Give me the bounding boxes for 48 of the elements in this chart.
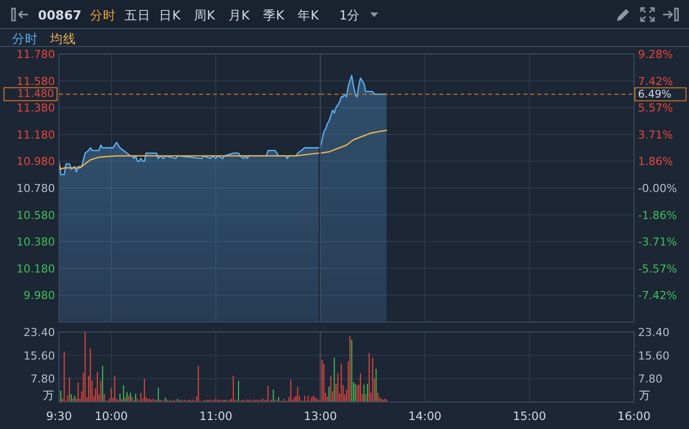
- y2-tick-label: -0.00%: [638, 182, 677, 194]
- y-tick-label: 11.580: [16, 74, 55, 88]
- y-axis-title: 万: [43, 388, 54, 402]
- y2-tick-label: 23.40: [638, 326, 670, 338]
- y2-tick-label: 7.42%: [638, 74, 673, 88]
- y-tick-label: 10.780: [16, 182, 55, 194]
- y2-tick-label: 9.28%: [638, 48, 673, 60]
- y2-tick-label: -7.42%: [638, 288, 677, 302]
- y-tick-label: 11.780: [16, 48, 55, 60]
- text: 五日: [124, 7, 151, 22]
- y-tick-label: 10.580: [16, 208, 55, 222]
- y-tick-label: 10.180: [16, 262, 55, 275]
- y2-tick-label: -1.86%: [638, 208, 677, 222]
- x-tick-label: 14:00: [408, 409, 442, 423]
- x-tick-label: 15:00: [512, 409, 546, 423]
- y2-tick-label: 5.57%: [638, 101, 673, 114]
- x-tick-label: 16:00: [617, 409, 651, 423]
- y-tick-label: 15.60: [24, 348, 55, 362]
- text: 1分: [339, 7, 360, 22]
- y2-tick-label: 15.60: [638, 348, 670, 362]
- x-tick-label: 9:30: [46, 409, 72, 423]
- legend-label: 分时: [12, 30, 38, 46]
- y-tick-label: 9.980: [24, 288, 55, 302]
- y2-tick-label: 7.80: [638, 372, 662, 386]
- y-tick-label: 11.380: [16, 101, 55, 114]
- y2-tick-label: -5.57%: [638, 262, 677, 275]
- text: 年K: [298, 7, 320, 22]
- y2-tick-label: 3.71%: [638, 128, 673, 141]
- y-tick-label: 7.80: [30, 372, 55, 386]
- x-tick-label: 13:00: [304, 409, 337, 423]
- y-tick-label: 10.980: [16, 154, 55, 168]
- text: 月K: [228, 7, 250, 22]
- text: 分时: [90, 7, 116, 22]
- ref-line-label: 6.49%: [638, 88, 672, 100]
- y-tick-label: 10.380: [16, 235, 55, 248]
- y2-tick-label: -3.71%: [638, 235, 677, 248]
- y2-tick-label: 1.86%: [638, 154, 673, 168]
- text: 均线: [49, 30, 76, 46]
- x-tick-label: 10:00: [94, 409, 128, 423]
- text: 季K: [263, 7, 285, 22]
- chart-title: 00867: [38, 7, 82, 22]
- y-tick-label: 11.180: [16, 128, 55, 141]
- y2-axis-title: 万: [639, 388, 650, 402]
- text: 日K: [159, 7, 182, 22]
- x-tick-label: 11:00: [199, 409, 232, 423]
- y-tick-label: 23.40: [24, 326, 55, 338]
- ref-line-label: 11.480: [17, 88, 54, 100]
- text: 周K: [194, 7, 216, 22]
